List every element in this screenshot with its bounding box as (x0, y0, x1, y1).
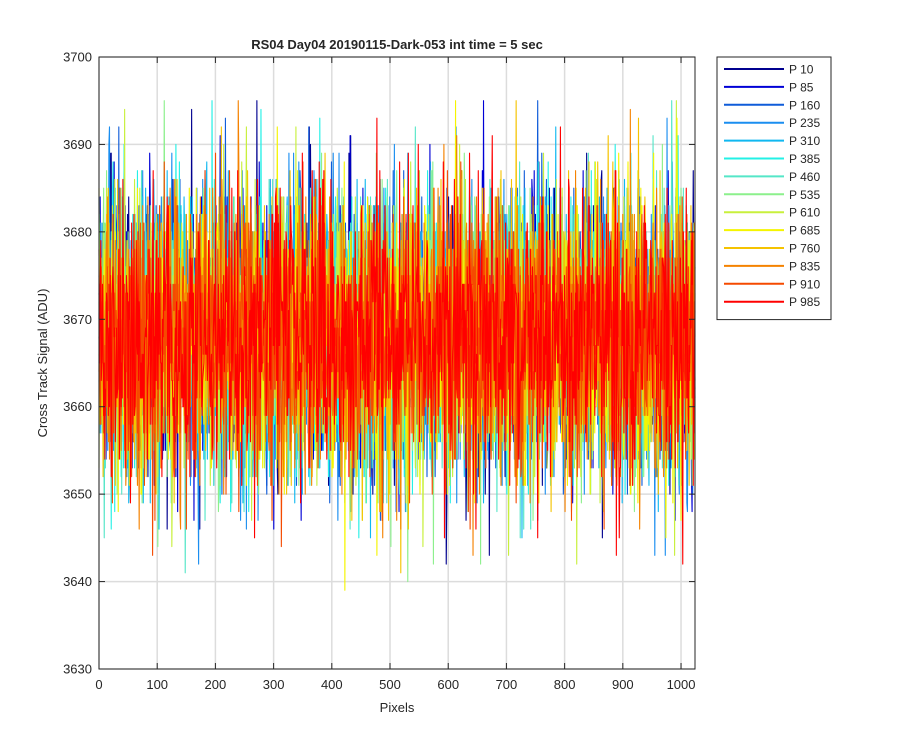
y-tick-label: 3650 (63, 487, 92, 502)
x-tick-label: 600 (437, 677, 459, 692)
legend-label: P 160 (789, 98, 820, 112)
x-tick-label: 1000 (667, 677, 696, 692)
y-tick-label: 3690 (63, 137, 92, 152)
legend-label: P 610 (789, 206, 820, 220)
axis-ticks: 0 100 200 300 400 500 600 700 800 900 1000 3630 3640… (63, 50, 695, 693)
x-tick-label: 300 (263, 677, 285, 692)
legend-label: P 760 (789, 242, 820, 256)
legend-label: P 835 (789, 259, 820, 273)
chart-title: RS04 Day04 20190115-Dark-053 int time = … (251, 37, 543, 52)
y-tick-label: 3700 (63, 50, 92, 65)
y-tick-label: 3670 (63, 312, 92, 327)
y-tick-label: 3660 (63, 399, 92, 414)
x-tick-label: 900 (612, 677, 634, 692)
x-tick-label: 200 (205, 677, 227, 692)
y-tick-label: 3640 (63, 574, 92, 589)
y-tick-label: 3630 (63, 662, 92, 677)
x-tick-label: 100 (146, 677, 168, 692)
legend-label: P 460 (789, 170, 820, 184)
axes-box (98, 56, 696, 670)
legend-label: P 235 (789, 116, 820, 130)
x-tick-label: 400 (321, 677, 343, 692)
x-tick-label: 800 (554, 677, 576, 692)
legend-label: P 85 (789, 80, 814, 94)
series-layer (98, 100, 696, 591)
x-tick-label: 700 (496, 677, 518, 692)
y-axis-label: Cross Track Signal (ADU) (35, 289, 50, 438)
legend-label: P 985 (789, 295, 820, 309)
x-tick-label: 500 (379, 677, 401, 692)
x-axis-label: Pixels (380, 700, 415, 715)
legend[interactable]: P 10 P 85 P 160 P 235 P 310 P 385 P 460 P 535 P … (716, 56, 832, 321)
legend-label: P 910 (789, 277, 820, 291)
legend-label: P 535 (789, 188, 820, 202)
legend-box (716, 56, 832, 321)
x-tick-label: 0 (95, 677, 102, 692)
legend-label: P 685 (789, 224, 820, 238)
legend-label: P 310 (789, 134, 820, 148)
series-line-p-985 (98, 117, 696, 565)
legend-label: P 385 (789, 152, 820, 166)
y-tick-label: 3680 (63, 224, 92, 239)
legend-label: P 10 (789, 63, 814, 77)
